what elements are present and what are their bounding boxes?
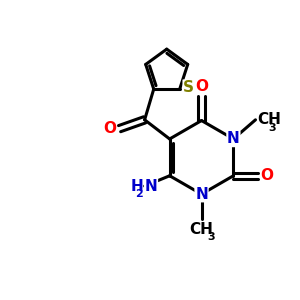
Text: N: N: [195, 187, 208, 202]
Text: O: O: [104, 121, 117, 136]
Text: H: H: [130, 178, 143, 194]
Text: 3: 3: [207, 232, 215, 242]
Text: O: O: [195, 79, 208, 94]
Text: N: N: [227, 131, 240, 146]
Text: CH: CH: [257, 112, 281, 127]
Text: S: S: [183, 80, 194, 95]
Text: 2: 2: [135, 189, 143, 199]
Text: O: O: [260, 168, 273, 183]
Text: N: N: [145, 178, 158, 194]
Text: 3: 3: [268, 123, 275, 133]
Text: CH: CH: [190, 222, 214, 237]
